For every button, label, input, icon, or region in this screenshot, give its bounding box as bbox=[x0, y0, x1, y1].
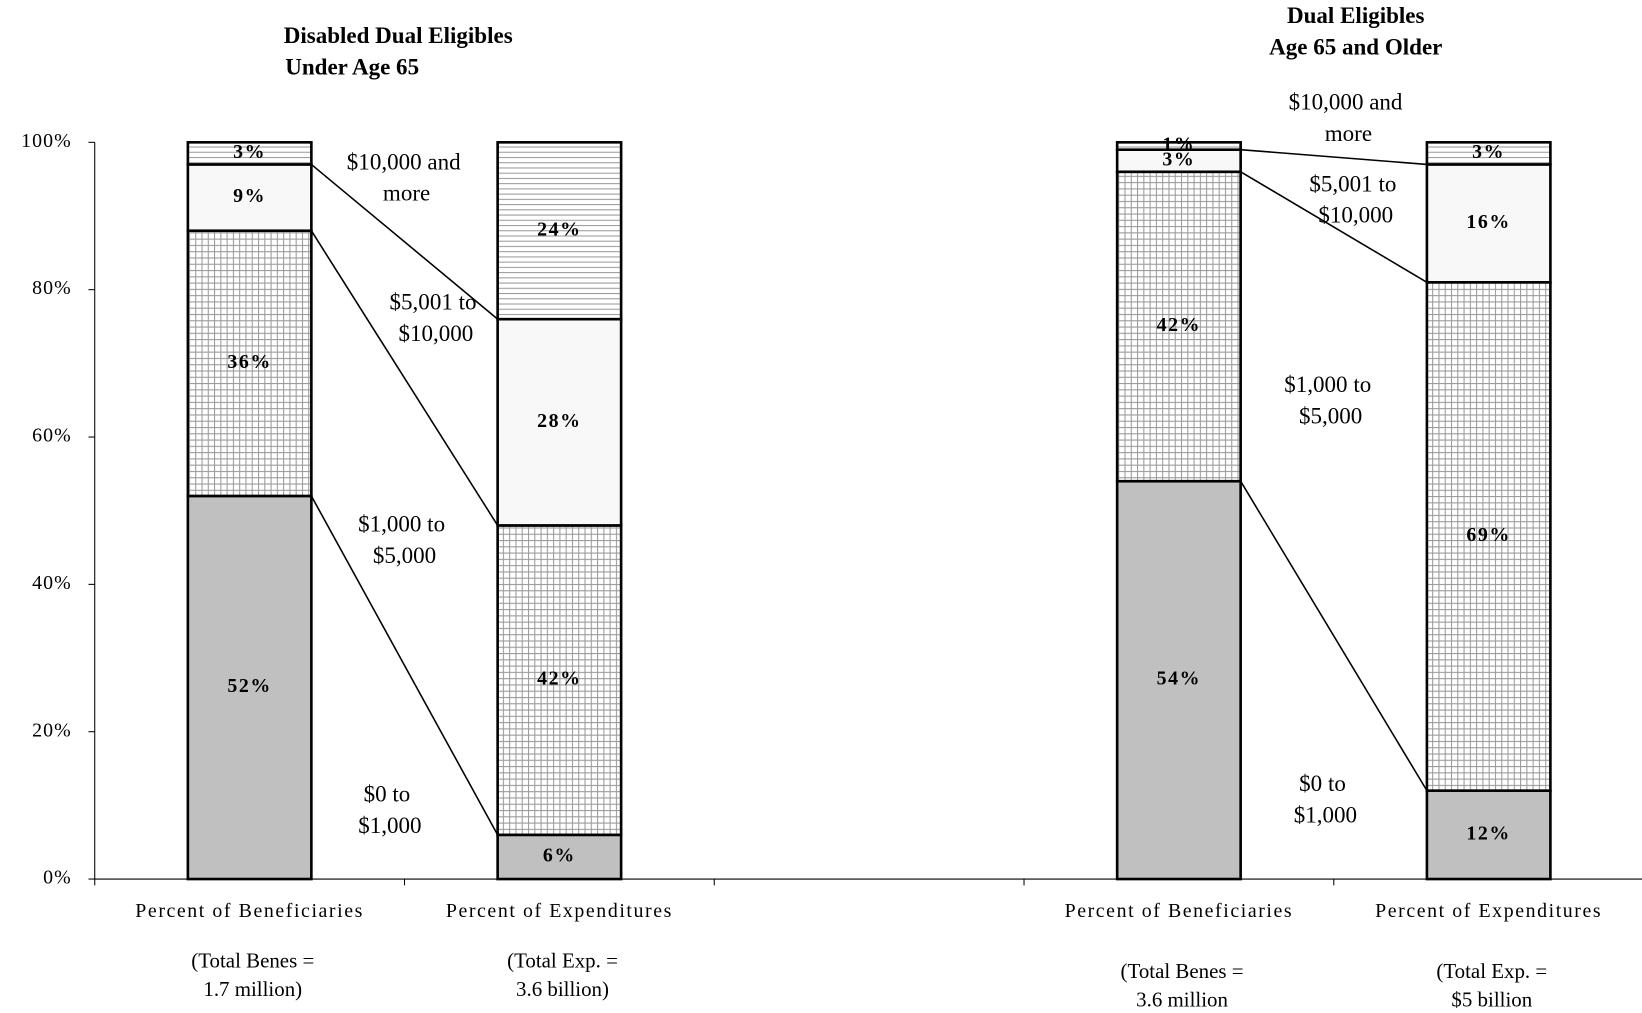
group-title: Age 65 and Older bbox=[1269, 33, 1442, 59]
connector bbox=[310, 163, 499, 320]
series-label-line: $1,000 to bbox=[358, 511, 451, 537]
y-tick-label: 40% bbox=[32, 572, 72, 594]
series-label: $10,000 and more bbox=[347, 149, 467, 206]
series-label-line: $5,000 bbox=[373, 542, 436, 568]
bar-segment bbox=[1115, 170, 1242, 483]
note: (Total Exp. = bbox=[507, 949, 618, 973]
series-label-line: $0 to bbox=[1299, 770, 1351, 796]
value-label: 1% bbox=[1162, 134, 1195, 156]
series-label-line: more bbox=[1325, 120, 1372, 146]
group-title: Dual Eligibles bbox=[1287, 2, 1425, 28]
bar-segment bbox=[1115, 479, 1242, 881]
y-tick-label: 80% bbox=[32, 277, 72, 299]
value-label: 24% bbox=[537, 218, 581, 240]
bar-segment bbox=[496, 141, 623, 321]
bar-segment bbox=[1425, 141, 1552, 166]
note: 3.6 million bbox=[1136, 987, 1228, 1011]
bar-segment bbox=[496, 524, 623, 837]
connector bbox=[310, 495, 499, 836]
bar-segment bbox=[186, 494, 313, 881]
series-label: $0 to $1,000 bbox=[1294, 770, 1357, 827]
group-title: Disabled Dual Eligibles bbox=[284, 22, 513, 48]
value-label: 36% bbox=[227, 351, 271, 373]
note: (Total Benes = bbox=[191, 949, 314, 973]
value-label: 54% bbox=[1157, 668, 1201, 690]
value-label: 3% bbox=[1162, 148, 1195, 170]
series-label-line: more bbox=[383, 180, 430, 206]
value-label: 28% bbox=[537, 410, 581, 432]
connector bbox=[1240, 171, 1428, 283]
bar-segment bbox=[186, 141, 313, 166]
x-tick-label: Percent of Expenditures bbox=[446, 900, 673, 922]
series-label-line: $10,000 and bbox=[347, 149, 467, 175]
group-title: Under Age 65 bbox=[285, 53, 419, 79]
series-label-line: $1,000 bbox=[1294, 802, 1357, 828]
x-tick-label: Percent of Beneficiaries bbox=[135, 900, 364, 922]
connector bbox=[310, 230, 499, 526]
bar-segment bbox=[496, 317, 623, 527]
series-label-line: $5,000 bbox=[1299, 403, 1362, 429]
y-tick-label: 100% bbox=[21, 130, 72, 152]
y-tick-label: 60% bbox=[32, 425, 72, 447]
note: 3.6 billion) bbox=[516, 977, 609, 1001]
series-label: $1,000 to $5,000 bbox=[358, 511, 451, 568]
value-label: 3% bbox=[233, 141, 266, 163]
bar-segment bbox=[186, 229, 313, 498]
value-label: 42% bbox=[537, 668, 581, 690]
note: (Total Exp. = bbox=[1436, 959, 1547, 983]
bar-segment bbox=[1425, 280, 1552, 792]
series-label: $5,001 to $10,000 bbox=[1309, 171, 1402, 228]
value-label: 52% bbox=[227, 675, 271, 697]
series-label-line: $5,001 to bbox=[1309, 171, 1402, 197]
series-label-line: $1,000 bbox=[358, 812, 421, 838]
value-label: 16% bbox=[1466, 211, 1510, 233]
note: $5 billion bbox=[1451, 987, 1532, 1011]
series-label-line: $1,000 to bbox=[1284, 371, 1377, 397]
y-tick-label: 0% bbox=[43, 867, 72, 889]
series-label: $0 to $1,000 bbox=[358, 781, 421, 838]
series-label: $5,001 to $10,000 bbox=[390, 289, 483, 346]
bar-segment bbox=[1115, 141, 1242, 151]
series-label: $1,000 to $5,000 bbox=[1284, 371, 1377, 428]
series-label-line: $5,001 to bbox=[390, 289, 483, 315]
connector bbox=[1239, 480, 1428, 792]
value-label: 6% bbox=[543, 845, 576, 867]
value-label: 42% bbox=[1157, 314, 1201, 336]
y-tick-label: 20% bbox=[32, 719, 72, 741]
bar-segment bbox=[186, 163, 313, 233]
value-label: 69% bbox=[1466, 524, 1510, 546]
x-tick-label: Percent of Beneficiaries bbox=[1065, 900, 1294, 922]
value-label: 12% bbox=[1466, 822, 1510, 844]
series-label-line: $10,000 bbox=[1318, 202, 1393, 228]
x-tick-label: Percent of Expenditures bbox=[1375, 900, 1602, 922]
bar-segment bbox=[1425, 163, 1552, 284]
value-label: 3% bbox=[1472, 141, 1505, 163]
bar-segment bbox=[496, 833, 623, 881]
bar-segment bbox=[1425, 789, 1552, 881]
connector bbox=[1240, 148, 1427, 166]
note: (Total Benes = bbox=[1121, 959, 1244, 983]
value-label: 9% bbox=[233, 185, 266, 207]
note: 1.7 million) bbox=[203, 977, 302, 1001]
series-label: $10,000 and more bbox=[1289, 89, 1409, 146]
series-label-line: $10,000 and bbox=[1289, 89, 1409, 115]
series-label-line: $10,000 bbox=[398, 320, 473, 346]
series-label-line: $0 to bbox=[364, 781, 416, 807]
